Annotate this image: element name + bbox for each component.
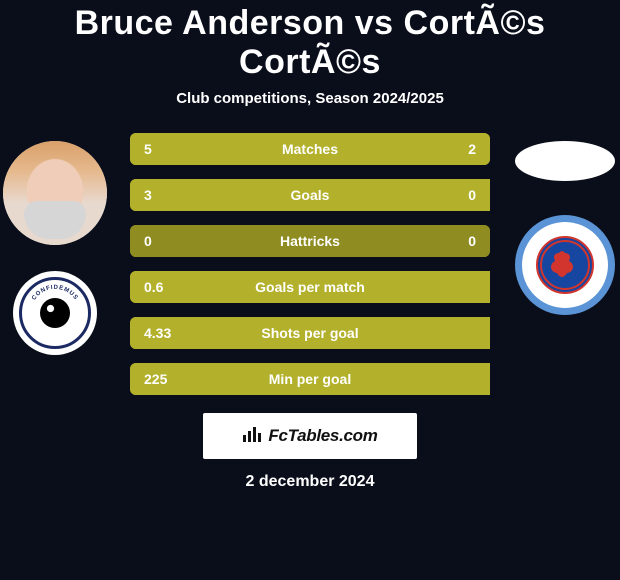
stat-value-right: 2 (430, 141, 490, 157)
player-left-club-crest: CONFIDEMUS (13, 271, 97, 355)
stat-label: Goals per match (190, 279, 430, 295)
player-right-avatar-placeholder (515, 141, 615, 181)
stat-bar: 225Min per goal (130, 363, 490, 395)
crest-ring-text-icon: CONFIDEMUS (24, 282, 86, 344)
stats-column: 5Matches23Goals00Hattricks00.6Goals per … (110, 133, 510, 395)
page-title: Bruce Anderson vs CortÃ©s CortÃ©s (0, 4, 620, 82)
stat-bar: 3Goals0 (130, 179, 490, 211)
stat-label: Matches (190, 141, 430, 157)
kilmarnock-crest-icon: CONFIDEMUS (19, 277, 91, 349)
stat-value-left: 5 (130, 141, 190, 157)
bar-chart-icon (242, 425, 262, 448)
stat-value-left: 225 (130, 371, 190, 387)
lion-rampant-icon (550, 250, 580, 280)
date-text: 2 december 2024 (0, 473, 620, 491)
face-placeholder-icon (3, 141, 107, 245)
page-subtitle: Club competitions, Season 2024/2025 (0, 90, 620, 107)
stat-value-right: 0 (430, 233, 490, 249)
attribution-badge: FcTables.com (203, 413, 417, 459)
stat-value-right: 0 (430, 187, 490, 203)
stat-bar: 4.33Shots per goal (130, 317, 490, 349)
rangers-crest-icon (522, 222, 608, 308)
comparison-card: Bruce Anderson vs CortÃ©s CortÃ©s Club c… (0, 0, 620, 580)
stat-value-left: 4.33 (130, 325, 190, 341)
stat-value-left: 0.6 (130, 279, 190, 295)
stat-value-left: 0 (130, 233, 190, 249)
svg-text:CONFIDEMUS: CONFIDEMUS (31, 285, 79, 302)
stat-bar: 0Hattricks0 (130, 225, 490, 257)
body-row: CONFIDEMUS 5Matches23Goals00Hattricks00.… (0, 133, 620, 395)
stat-bar: 0.6Goals per match (130, 271, 490, 303)
stat-value-left: 3 (130, 187, 190, 203)
left-column: CONFIDEMUS (0, 133, 110, 355)
stat-label: Hattricks (190, 233, 430, 249)
player-left-avatar (3, 141, 107, 245)
stat-label: Goals (190, 187, 430, 203)
stat-bar: 5Matches2 (130, 133, 490, 165)
stat-label: Shots per goal (190, 325, 430, 341)
attribution-text: FcTables.com (268, 426, 377, 446)
player-right-club-crest (515, 215, 615, 315)
stat-label: Min per goal (190, 371, 430, 387)
right-column (510, 133, 620, 315)
